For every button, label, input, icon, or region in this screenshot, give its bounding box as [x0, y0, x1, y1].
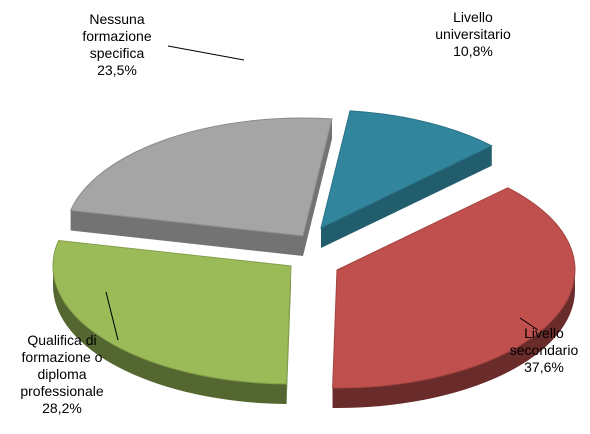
label-qualifica-formazione: Qualifica di formazione o diploma profes… [20, 332, 104, 416]
leader-qualifica-formazione [105, 291, 119, 341]
slice-qualifica-formazione [52, 239, 292, 385]
slice-livello-secondario [332, 187, 576, 389]
slice-nessuna-formazione-face-1 [303, 118, 333, 257]
label-livello-secondario: Livello secondario 37,6% [509, 325, 579, 375]
slice-nessuna-formazione-face-0 [70, 210, 303, 256]
leader-nessuna-formazione [167, 45, 245, 61]
slice-livello-universitario [320, 110, 493, 229]
slice-qualifica-formazione-side-0 [53, 266, 287, 404]
label-livello-universitario: Livello universitario 10,8% [435, 9, 511, 59]
leader-livello-secondario [519, 317, 539, 331]
slice-livello-universitario-face-1 [321, 145, 492, 248]
slice-livello-secondario-side-0 [332, 270, 575, 408]
slice-nessuna-formazione [69, 117, 333, 237]
label-nessuna-formazione: Nessuna formazione specifica 23,5% [82, 11, 152, 78]
